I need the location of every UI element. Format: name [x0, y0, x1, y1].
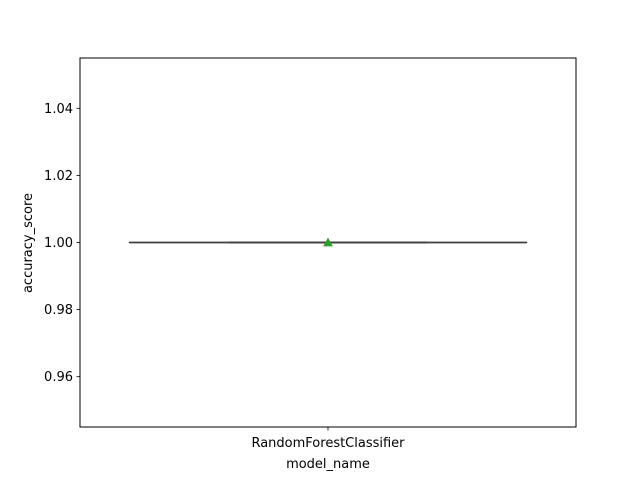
y-tick-label: 0.98 [44, 303, 73, 318]
y-axis-label: accuracy_score [21, 193, 36, 293]
y-tick-label: 1.00 [44, 236, 73, 251]
x-axis-label: model_name [286, 457, 370, 472]
y-tick-label: 1.02 [44, 169, 73, 184]
y-axis: 0.96 0.98 1.00 1.02 1.04 [44, 102, 80, 385]
y-tick-label: 0.96 [44, 370, 73, 385]
y-tick-label: 1.04 [44, 102, 73, 117]
x-axis: RandomForestClassifier [251, 427, 405, 451]
x-tick-label: RandomForestClassifier [251, 436, 405, 451]
